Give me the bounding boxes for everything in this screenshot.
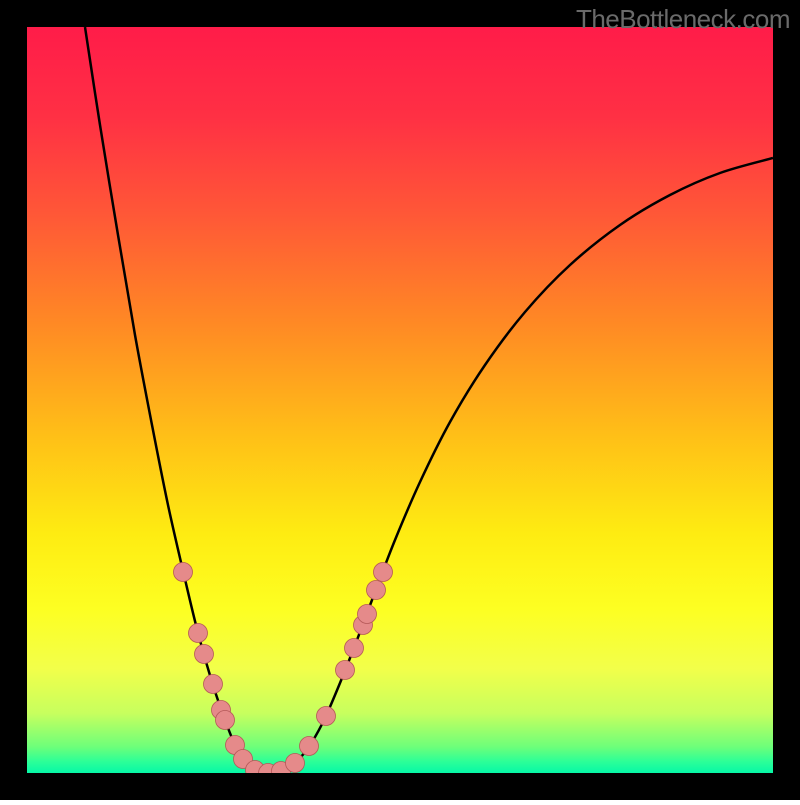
curve-marker	[358, 605, 377, 624]
curve-marker	[374, 563, 393, 582]
curve-marker	[286, 754, 305, 773]
curve-marker	[300, 737, 319, 756]
curve-marker	[367, 581, 386, 600]
curve-marker	[216, 711, 235, 730]
curve-marker	[336, 661, 355, 680]
bottleneck-curve-chart	[0, 0, 800, 800]
curve-marker	[174, 563, 193, 582]
watermark-text: TheBottleneck.com	[576, 4, 790, 35]
curve-marker	[345, 639, 364, 658]
curve-marker	[204, 675, 223, 694]
curve-marker	[317, 707, 336, 726]
curve-marker	[189, 624, 208, 643]
curve-marker	[195, 645, 214, 664]
chart-plot-area	[27, 27, 773, 773]
